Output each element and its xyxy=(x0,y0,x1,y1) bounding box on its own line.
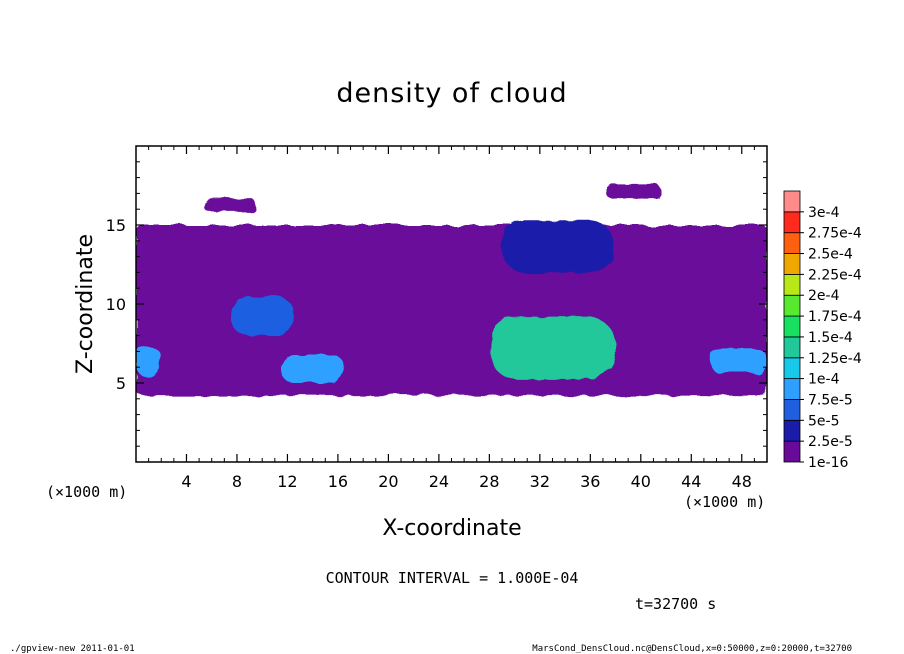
colorbar-swatch xyxy=(783,378,801,400)
colorbar-swatch xyxy=(783,253,801,275)
cloud-field xyxy=(136,183,767,396)
region-core-x34 xyxy=(489,316,616,380)
colorbar-label: 7.5e-5 xyxy=(808,392,853,408)
x-tick-label: 28 xyxy=(479,472,499,491)
colorbar-label: 1e-16 xyxy=(808,455,848,471)
colorbar-label: 2e-4 xyxy=(808,288,840,304)
y-tick-label: 5 xyxy=(116,374,126,393)
colorbar-swatch xyxy=(783,336,801,359)
x-unit-label: (×1000 m) xyxy=(684,493,765,511)
x-tick-label: 32 xyxy=(530,472,550,491)
x-tick-label: 36 xyxy=(580,472,600,491)
plot-area xyxy=(136,146,767,462)
colorbar-label: 2.5e-5 xyxy=(808,434,853,450)
chart-title: density of cloud xyxy=(336,78,567,109)
colorbar-swatch xyxy=(783,190,801,213)
colorbar: 1e-16 2.5e-5 5e-5 7.5e-5 1e-4 1.25e-4 1.5e-4 1.… xyxy=(783,190,862,471)
colorbar-label: 2.75e-4 xyxy=(808,226,862,242)
region-upper-patch-left xyxy=(204,198,256,213)
region-core-x0 xyxy=(136,346,162,377)
colorbar-swatch xyxy=(783,357,801,380)
colorbar-swatch xyxy=(783,211,801,234)
x-tick-label: 40 xyxy=(631,472,651,491)
x-tick-label: 44 xyxy=(681,472,701,491)
colorbar-label: 5e-5 xyxy=(808,413,839,429)
y-axis-ticks: 5 10 15 xyxy=(106,161,767,447)
y-unit-label: (×1000 m) xyxy=(46,483,127,501)
x-tick-label: 12 xyxy=(277,472,297,491)
x-tick-label: 8 xyxy=(232,472,242,491)
x-tick-label: 48 xyxy=(732,472,752,491)
colorbar-label: 1.5e-4 xyxy=(808,330,853,346)
region-upper-patch-right xyxy=(605,183,661,199)
region-core-x48 xyxy=(710,348,767,374)
colorbar-swatch xyxy=(783,419,801,442)
x-tick-label: 24 xyxy=(429,472,449,491)
footer-left: ./gpview-new 2011-01-01 xyxy=(10,644,135,654)
x-tick-label: 4 xyxy=(181,472,191,491)
colorbar-label: 3e-4 xyxy=(808,205,840,221)
colorbar-swatch xyxy=(783,232,801,254)
region-base-cloud-layer xyxy=(136,225,767,396)
region-core-x15 xyxy=(281,354,345,383)
colorbar-swatch xyxy=(783,294,801,317)
colorbar-swatch xyxy=(783,315,801,338)
x-axis-ticks: 4 8 12 16 20 24 28 32 36 40 44 48 xyxy=(148,146,755,491)
colorbar-label: 1e-4 xyxy=(808,372,840,388)
x-tick-label: 20 xyxy=(378,472,398,491)
colorbar-label: 2.25e-4 xyxy=(808,267,862,283)
colorbar-swatch xyxy=(783,399,801,421)
colorbar-label: 1.25e-4 xyxy=(808,351,862,367)
x-tick-label: 16 xyxy=(328,472,348,491)
colorbar-label: 2.5e-4 xyxy=(808,247,853,263)
y-tick-label: 15 xyxy=(106,216,126,235)
region-dense-cell-x8 xyxy=(230,296,294,336)
colorbar-label: 1.75e-4 xyxy=(808,309,862,325)
colorbar-swatch xyxy=(783,273,801,296)
y-axis-label: Z-coordinate xyxy=(73,234,98,374)
region-dense-cell-x31 xyxy=(501,220,614,273)
y-tick-label: 10 xyxy=(106,295,126,314)
footer-right: MarsCond_DensCloud.nc@DensCloud,x=0:5000… xyxy=(532,644,852,654)
colorbar-swatch xyxy=(783,440,801,463)
x-axis-label: X-coordinate xyxy=(382,516,521,541)
time-label: t=32700 s xyxy=(635,595,716,613)
contour-interval: CONTOUR INTERVAL = 1.000E-04 xyxy=(326,569,579,587)
